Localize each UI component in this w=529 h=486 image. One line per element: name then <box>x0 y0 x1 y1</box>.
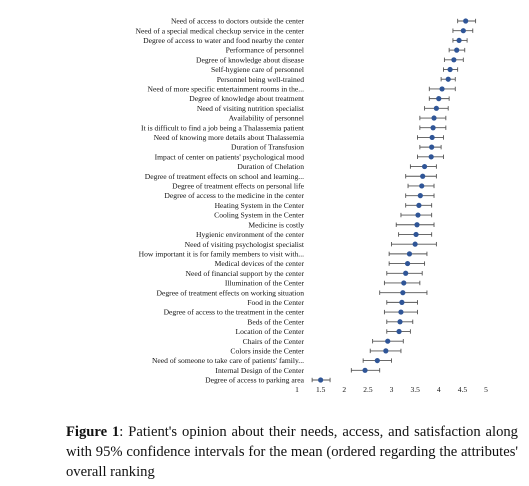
mean-marker <box>404 260 411 267</box>
mean-marker <box>460 28 466 34</box>
mean-marker <box>421 163 428 170</box>
x-tick-label: 1.5 <box>316 385 326 394</box>
category-label: Degree of access to the medicine in the … <box>164 191 304 200</box>
category-label: Performance of personnel <box>226 46 304 55</box>
x-tick-label: 4.5 <box>458 385 468 394</box>
x-tick-label: 5 <box>484 385 488 394</box>
mean-marker <box>318 377 324 383</box>
category-label: Degree of access to parking area <box>205 376 305 385</box>
mean-marker <box>362 367 368 373</box>
x-tick-label: 2.5 <box>363 385 373 394</box>
category-label: Medicine is costly <box>248 220 304 229</box>
category-labels: Need of access to doctors outside the ce… <box>136 17 305 385</box>
plot-area <box>311 18 477 383</box>
category-label: Location of the Center <box>235 327 304 336</box>
category-label: How important it is for family members t… <box>139 249 304 258</box>
category-label: Need of more specific entertainment room… <box>148 85 305 94</box>
mean-marker <box>398 309 404 315</box>
x-tick-label: 3 <box>390 385 394 394</box>
mean-marker <box>420 173 426 179</box>
mean-marker <box>403 270 409 276</box>
chart: Need of access to doctors outside the ce… <box>136 17 489 394</box>
mean-marker <box>374 357 380 364</box>
category-label: Impact of center on patients' psychologi… <box>155 152 305 161</box>
category-label: Medical devices of the center <box>215 259 305 268</box>
category-label: Beds of the Center <box>247 317 304 326</box>
mean-marker <box>429 134 435 141</box>
category-label: Personnel being well-trained <box>217 75 305 84</box>
mean-marker <box>439 86 445 92</box>
category-label: Illumination of the Center <box>225 279 305 288</box>
category-label: Need of visiting nutrition specialist <box>197 104 305 113</box>
x-tick-label: 3.5 <box>410 385 420 394</box>
mean-marker <box>414 222 420 228</box>
category-label: Degree of access to water and food nearb… <box>143 36 304 45</box>
category-label: Heating System in the Center <box>215 201 305 210</box>
category-label: Duration of Transfusion <box>231 143 304 152</box>
mean-marker <box>401 280 407 286</box>
mean-marker <box>430 125 436 131</box>
mean-marker <box>383 348 389 354</box>
category-label: Need of knowing more details about Thala… <box>154 133 305 142</box>
category-label: Availability of personnel <box>229 114 304 123</box>
mean-marker <box>396 328 402 335</box>
mean-marker <box>397 319 403 325</box>
category-label: Degree of access to the treatment in the… <box>164 308 305 317</box>
category-label: Degree of knowledge about disease <box>196 55 305 64</box>
category-label: Duration of Chelation <box>237 162 304 171</box>
mean-marker <box>445 76 451 82</box>
figure-caption: Figure 1: Patient's opinion about their … <box>66 422 518 482</box>
mean-marker <box>436 96 442 102</box>
mean-marker <box>413 231 419 238</box>
category-label: Chairs of the Center <box>243 337 305 346</box>
x-tick-label: 1 <box>295 385 299 394</box>
mean-marker <box>417 193 423 199</box>
mean-marker <box>400 290 406 296</box>
mean-marker <box>428 154 434 160</box>
mean-marker <box>456 37 462 44</box>
x-axis: 1 1.5 2 2.5 3 3.5 4 4.5 5 <box>295 385 488 394</box>
category-label: Degree of knowledge about treatment <box>189 94 305 103</box>
category-label: Food in the Center <box>247 298 304 307</box>
category-label: Hygienic environment of the center <box>196 230 304 239</box>
category-label: Colors inside the Center <box>230 346 304 355</box>
category-label: It is difficult to find a job being a Th… <box>141 123 305 132</box>
caption-text: : Patient's opinion about their needs, a… <box>66 424 518 480</box>
mean-marker <box>447 66 453 73</box>
mean-marker <box>431 115 437 121</box>
mean-marker <box>429 144 435 150</box>
category-label: Need of visiting psychologist specialist <box>185 240 305 249</box>
mean-marker <box>399 299 405 305</box>
mean-marker <box>412 241 418 247</box>
category-label: Degree of treatment effects on school an… <box>145 172 304 181</box>
category-label: Need of financial support by the center <box>185 269 304 278</box>
mean-marker <box>415 212 421 218</box>
mean-marker <box>416 202 422 208</box>
category-label: Degree of treatment effects on personal … <box>172 182 304 191</box>
category-label: Need of someone to take care of patients… <box>152 356 304 365</box>
category-label: Need of a special medical checkup servic… <box>136 26 305 35</box>
mean-marker <box>463 18 469 24</box>
category-label: Need of access to doctors outside the ce… <box>171 17 305 26</box>
figure-label: Figure 1 <box>66 424 120 440</box>
mean-marker <box>385 338 391 344</box>
x-tick-label: 4 <box>437 385 441 394</box>
mean-marker <box>451 57 457 63</box>
category-label: Degree of treatment effects on working s… <box>157 288 305 297</box>
category-label: Internal Design of the Center <box>215 366 304 375</box>
mean-marker <box>454 47 460 53</box>
category-label: Self-hygiene care of personnel <box>211 65 304 74</box>
mean-marker <box>433 105 439 111</box>
mean-marker <box>406 251 413 257</box>
category-label: Cooling System in the Center <box>214 211 304 220</box>
mean-marker <box>419 183 425 189</box>
x-tick-label: 2 <box>342 385 346 394</box>
